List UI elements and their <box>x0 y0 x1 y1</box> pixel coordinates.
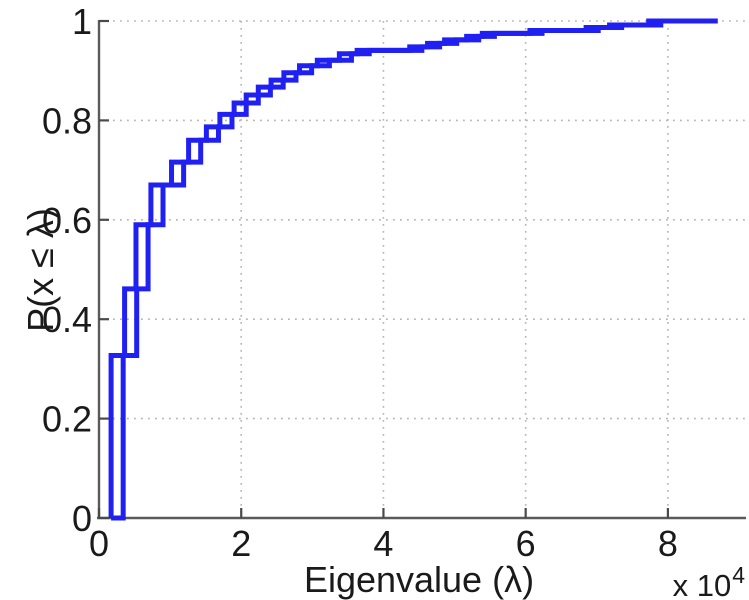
x-tick-label-6: 6 <box>516 523 536 564</box>
x-tick-label-4: 4 <box>373 523 393 564</box>
x-axis-multiplier-exponent: 4 <box>732 562 745 588</box>
x-axis-multiplier-base: x 10 <box>672 568 732 600</box>
ecdf-curve-b-path <box>111 18 718 521</box>
x-tick-label-0: 0 <box>89 523 109 564</box>
ecdf-curve-a-path <box>108 18 718 518</box>
x-axis-multiplier: x 104 <box>672 562 745 600</box>
y-tick-label-0: 0 <box>72 498 92 539</box>
y-tick-label-1: 1 <box>72 1 92 42</box>
x-tick-label-8: 8 <box>658 523 678 564</box>
y-tick-label-0.6: 0.6 <box>42 200 92 241</box>
y-tick-label-0.8: 0.8 <box>42 100 92 141</box>
x-axis-label: Eigenvalue (λ) <box>303 559 535 600</box>
y-tick-label-0.2: 0.2 <box>42 399 92 440</box>
x-tick-label-2: 2 <box>231 523 251 564</box>
y-axis-label: P(x ≤ λ) <box>20 208 61 332</box>
y-tick-label-0.4: 0.4 <box>42 299 92 340</box>
